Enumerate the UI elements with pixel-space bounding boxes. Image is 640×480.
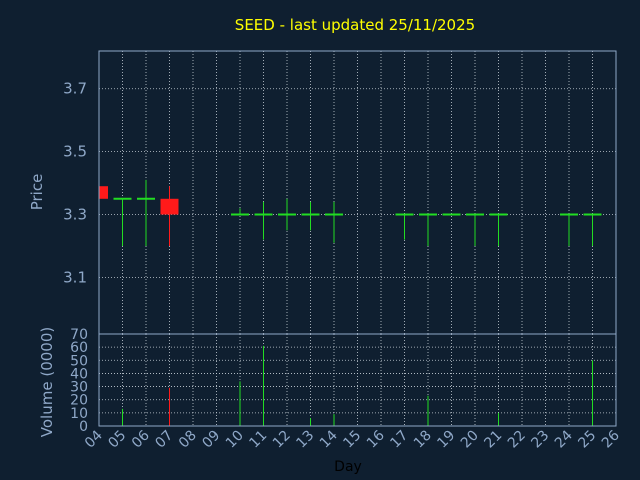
x-tick-label: 07 [152, 428, 176, 452]
price-tick-label: 3.7 [63, 80, 87, 98]
x-tick-label: 20 [458, 428, 482, 452]
price-candle-body [160, 198, 179, 215]
x-tick-label: 19 [434, 428, 458, 452]
price-tick-label: 3.3 [63, 206, 87, 224]
x-axis-label: Day [334, 459, 362, 475]
x-tick-label: 06 [129, 427, 153, 451]
x-tick-label: 05 [105, 428, 129, 452]
x-tick-label: 12 [270, 428, 294, 452]
x-tick-label: 22 [505, 428, 529, 452]
volume-bars [122, 345, 593, 426]
x-tick-label: 11 [246, 428, 270, 452]
price-tick-label: 3.5 [63, 143, 87, 161]
volume-axis-label: Volume (0000) [38, 327, 56, 437]
x-tick-label: 17 [387, 428, 411, 452]
x-tick-label: 16 [364, 427, 388, 451]
x-tick-label: 13 [293, 428, 317, 452]
price-grid [98, 51, 617, 334]
volume-grid [98, 334, 617, 426]
x-tick-label: 10 [223, 428, 247, 452]
price-axis-label: Price [28, 174, 46, 211]
price-candles [98, 179, 602, 246]
x-tick-label: 14 [317, 427, 341, 451]
x-tick-label: 24 [552, 427, 576, 451]
x-tick-label: 08 [176, 428, 200, 452]
x-tick-label: 21 [481, 428, 505, 452]
price-axis-ticks: 3.1 3.3 3.5 3.7 [63, 80, 87, 287]
volume-panel-frame [98, 333, 617, 427]
x-tick-label: 26 [599, 427, 623, 451]
volume-tick-label: 60 [70, 340, 88, 356]
volume-tick-label: 20 [70, 393, 88, 409]
day-axis-ticks: 04 05 06 07 08 09 10 11 12 13 14 15 16 17 18 19 20 21 22 23… [82, 427, 623, 451]
x-tick-label: 25 [575, 428, 599, 452]
x-tick-label: 18 [411, 428, 435, 452]
volume-tick-label: 30 [70, 380, 88, 396]
chart-title: SEED - last updated 25/11/2025 [235, 16, 475, 34]
price-tick-label: 3.1 [63, 268, 87, 286]
price-candle-body [99, 186, 108, 199]
volume-tick-label: 40 [70, 366, 88, 382]
x-tick-label: 23 [528, 428, 552, 452]
x-tick-label: 15 [340, 428, 364, 452]
volume-tick-label: 70 [70, 327, 88, 343]
volume-tick-label: 10 [70, 406, 88, 422]
x-tick-label: 09 [199, 428, 223, 452]
volume-tick-label: 50 [70, 353, 88, 369]
volume-tick-label: 0 [79, 419, 88, 435]
